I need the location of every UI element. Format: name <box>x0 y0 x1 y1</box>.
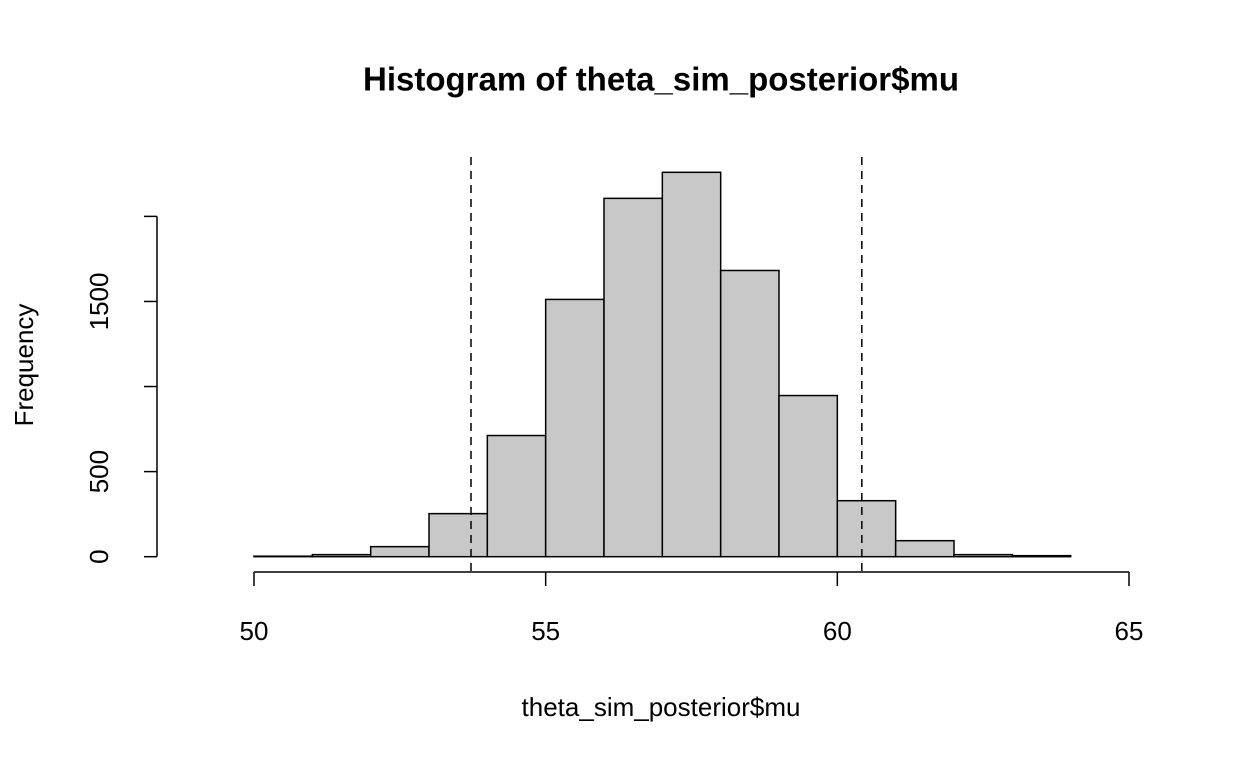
x-axis-label: theta_sim_posterior$mu <box>522 692 801 722</box>
bar <box>661 171 722 558</box>
chart-title: Histogram of theta_sim_posterior$mu <box>363 61 959 98</box>
bar <box>778 394 839 558</box>
x-tick-label: 60 <box>823 616 852 646</box>
bar <box>369 545 430 558</box>
y-tick-label: 0 <box>84 549 114 563</box>
bar <box>836 499 897 558</box>
x-tick-label: 50 <box>240 616 269 646</box>
bar <box>544 298 605 558</box>
y-axis-label: Frequency <box>9 304 39 427</box>
y-tick-label: 1500 <box>84 273 114 331</box>
bar <box>253 555 314 558</box>
bar <box>719 269 780 558</box>
bar <box>486 434 547 558</box>
bar <box>311 553 372 558</box>
x-tick-label: 55 <box>531 616 560 646</box>
bar <box>894 539 955 558</box>
bar <box>1011 554 1072 558</box>
y-tick-label: 500 <box>84 450 114 493</box>
x-tick-label: 65 <box>1115 616 1144 646</box>
bar <box>603 197 664 558</box>
bar <box>428 512 489 558</box>
bar <box>953 553 1014 558</box>
